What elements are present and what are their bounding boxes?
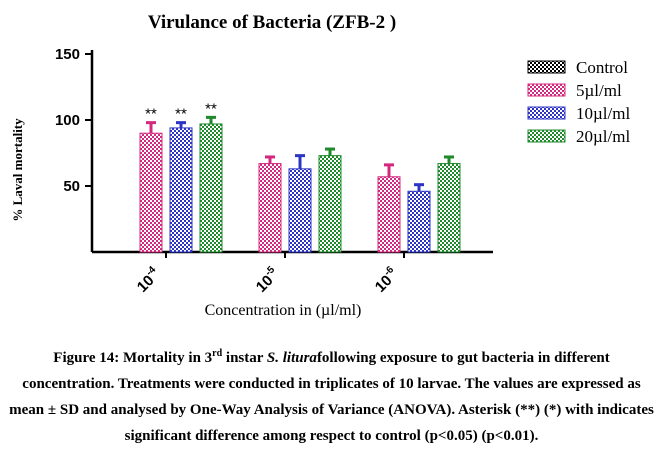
legend-label: 20µl/ml (576, 127, 630, 146)
y-axis-label: % Laval mortality (10, 118, 25, 222)
x-tick-label: 10-4 (132, 264, 164, 296)
y-tick-label: 50 (63, 178, 80, 195)
significance-marker: ** (205, 100, 217, 117)
x-tick-label: 10-5 (251, 264, 283, 296)
bar-3-3 (407, 190, 431, 253)
bar-2-1 (139, 132, 163, 253)
caption-species: S. litura (266, 350, 317, 366)
legend-swatch (527, 106, 566, 120)
legend-label: 10µl/ml (576, 104, 630, 123)
significance-marker: ** (175, 106, 187, 123)
bar-2-3 (377, 176, 401, 253)
y-tick-label: 150 (55, 46, 80, 63)
legend-label: Control (576, 58, 628, 77)
significance-marker: ** (145, 106, 157, 123)
bar-4-1 (199, 123, 223, 253)
caption-label: Figure 14: Mortality in 3 (53, 350, 213, 366)
x-axis-label: Concentration in (µl/ml) (205, 302, 362, 319)
legend-label: 5µl/ml (576, 81, 622, 100)
figure-caption: Figure 14: Mortality in 3rd instar S. li… (8, 345, 655, 449)
caption-text: following exposure to gut bacteria in di… (9, 350, 654, 444)
bar-3-1 (169, 127, 193, 253)
chart-title: Virulance of Bacteria (ZFB-2 ) (148, 12, 396, 33)
legend-swatch (527, 129, 566, 143)
bar-4-3 (437, 163, 461, 253)
bar-3-2 (288, 168, 312, 253)
y-tick-label: 100 (55, 112, 80, 129)
caption-part2: instar (222, 350, 267, 366)
legend-swatch (527, 83, 566, 97)
bar-2-2 (258, 163, 282, 253)
x-tick-label: 10-6 (370, 264, 402, 296)
bar-4-2 (318, 155, 342, 253)
caption-sup: rd (212, 348, 223, 359)
legend-swatch (527, 60, 566, 74)
bar-chart: Virulance of Bacteria (ZFB-2 ) % Laval m… (10, 12, 630, 319)
